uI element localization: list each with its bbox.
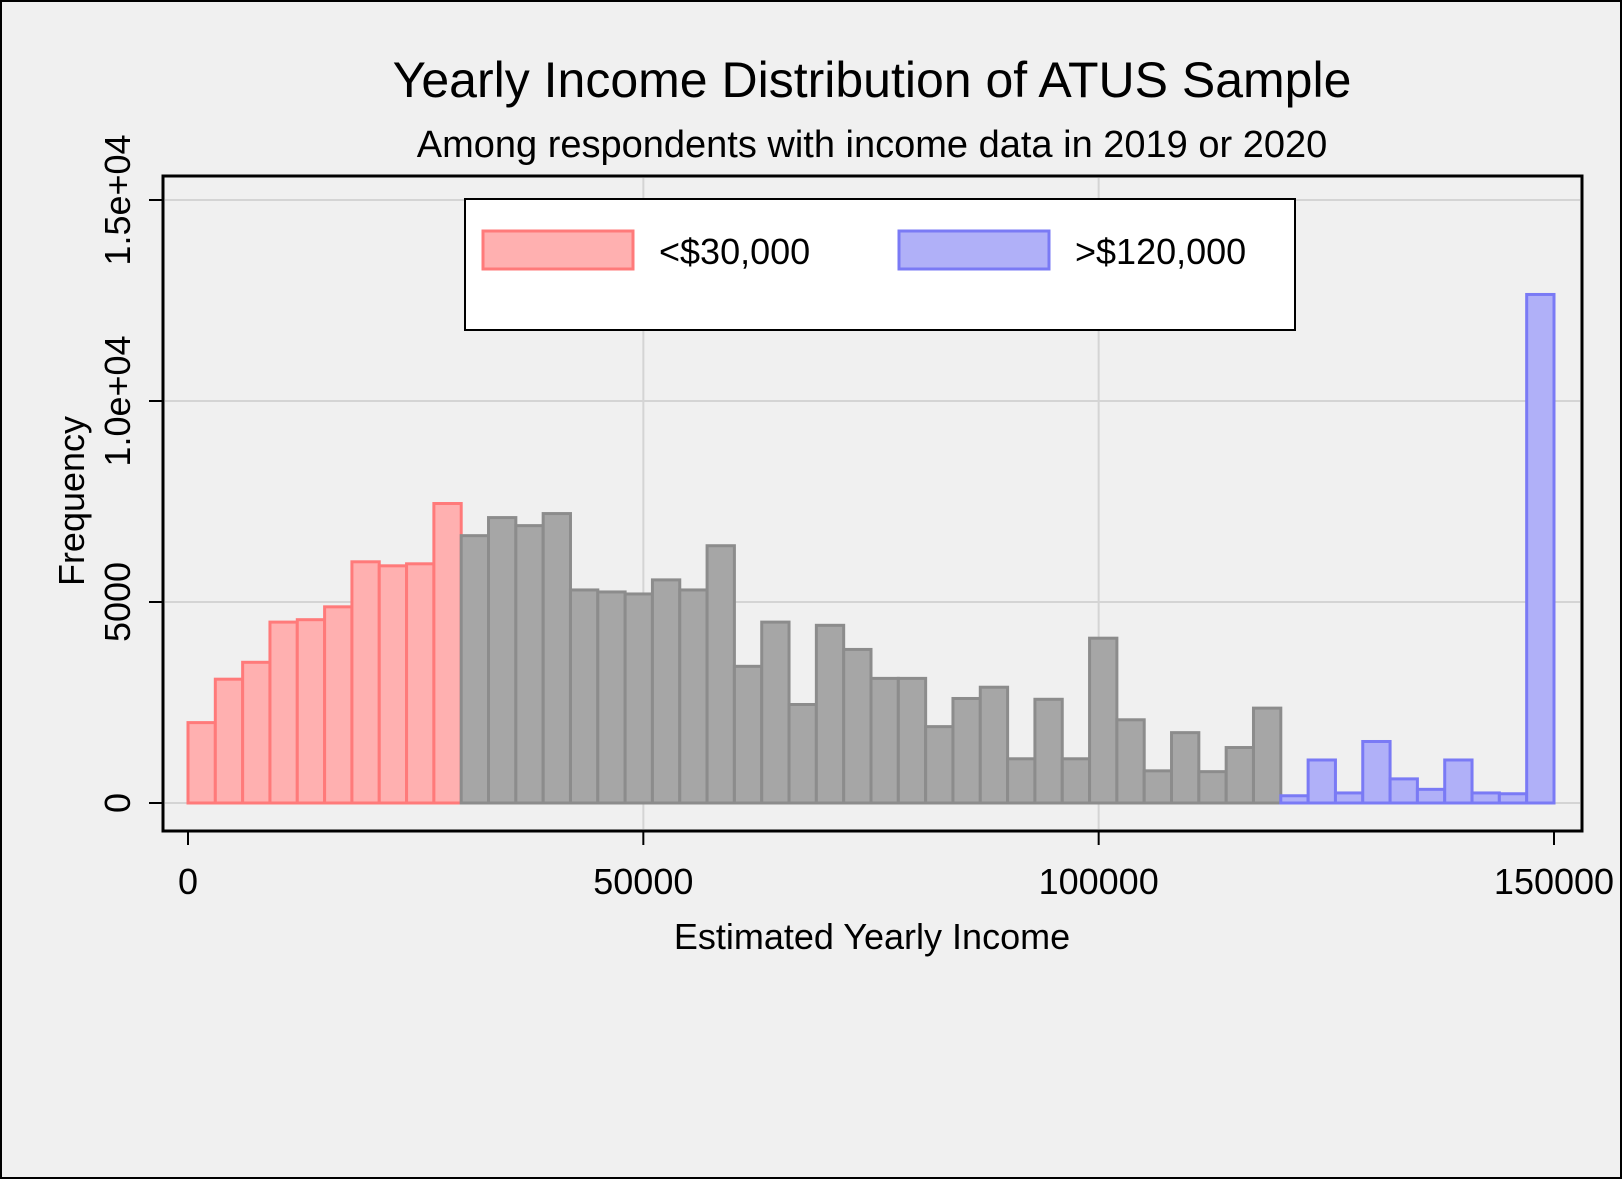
histogram-bar [295, 618, 327, 805]
x-tick-label: 50000 [593, 861, 693, 902]
histogram-bar [514, 524, 545, 805]
histogram-bar [760, 620, 791, 805]
y-tick-label: 1.0e+04 [97, 335, 138, 466]
histogram-bar [1361, 739, 1392, 805]
y-axis-ticks: 0 5000 1.0e+04 1.5e+04 [97, 134, 163, 813]
chart-subtitle: Among respondents with income data in 20… [417, 124, 1327, 166]
histogram-bar [487, 516, 518, 805]
chart-title: Yearly Income Distribution of ATUS Sampl… [393, 52, 1352, 108]
histogram-bar [1388, 777, 1419, 805]
histogram-bar [869, 676, 900, 805]
histogram-bar [1443, 758, 1474, 805]
x-axis-label: Estimated Yearly Income [674, 916, 1070, 957]
histogram-bar [1525, 292, 1556, 805]
histogram-bar [1142, 769, 1174, 805]
x-tick-label: 150000 [1494, 861, 1614, 902]
histogram-bar [1224, 746, 1255, 805]
histogram-bar [705, 544, 736, 805]
histogram-bar [432, 502, 463, 805]
bars [186, 292, 1556, 805]
histogram-bar [1251, 706, 1283, 805]
histogram-bar [1197, 770, 1228, 805]
histogram-bar [1306, 758, 1337, 805]
histogram-bar [568, 588, 600, 805]
x-tick-label: 0 [178, 861, 198, 902]
histogram-bar [732, 664, 764, 805]
histogram-bar [1088, 636, 1119, 805]
histogram-bar [650, 578, 682, 805]
histogram-bar [459, 534, 491, 805]
legend-label-low-income: <$30,000 [659, 231, 810, 272]
histogram-bar [268, 620, 299, 805]
histogram-bar [978, 685, 1010, 805]
histogram-bar [787, 703, 818, 805]
histogram-bar [241, 660, 272, 805]
histogram-bar [896, 676, 928, 805]
histogram-bar [323, 605, 354, 805]
histogram-bar [405, 562, 436, 805]
histogram-bar [1033, 697, 1064, 805]
y-axis-label: Frequency [51, 416, 92, 586]
histogram-bar [541, 512, 572, 805]
histogram-bar [814, 623, 846, 805]
legend-swatch-high-income [897, 229, 1051, 271]
histogram-bar [213, 677, 245, 805]
histogram-bar [1415, 787, 1447, 805]
histogram-bar [1060, 757, 1092, 805]
y-tick-label: 1.5e+04 [97, 134, 138, 265]
histogram-bar [377, 564, 409, 805]
histogram-bar [1279, 794, 1310, 805]
histogram-bar [350, 560, 381, 805]
histogram-bar [596, 590, 627, 805]
y-tick-label: 0 [97, 793, 138, 813]
histogram-bar [623, 592, 654, 805]
histogram-bar [924, 725, 955, 805]
legend-swatch-low-income [481, 229, 635, 271]
histogram-bar [1333, 791, 1365, 805]
histogram-bar [1497, 792, 1529, 805]
legend: <$30,000 >$120,000 [464, 198, 1296, 331]
histogram-bar [186, 721, 217, 805]
x-axis-ticks: 0 50000 100000 150000 [178, 831, 1614, 902]
histogram-bar [1115, 718, 1146, 805]
y-tick-label: 5000 [97, 562, 138, 642]
histogram-bar [1170, 731, 1201, 805]
x-tick-label: 100000 [1039, 861, 1159, 902]
histogram-bar [1470, 791, 1501, 805]
histogram-bar [842, 647, 873, 805]
histogram-bar [951, 696, 982, 805]
histogram-bar [1006, 757, 1037, 805]
histogram-bar [678, 588, 709, 805]
legend-label-high-income: >$120,000 [1075, 231, 1246, 272]
